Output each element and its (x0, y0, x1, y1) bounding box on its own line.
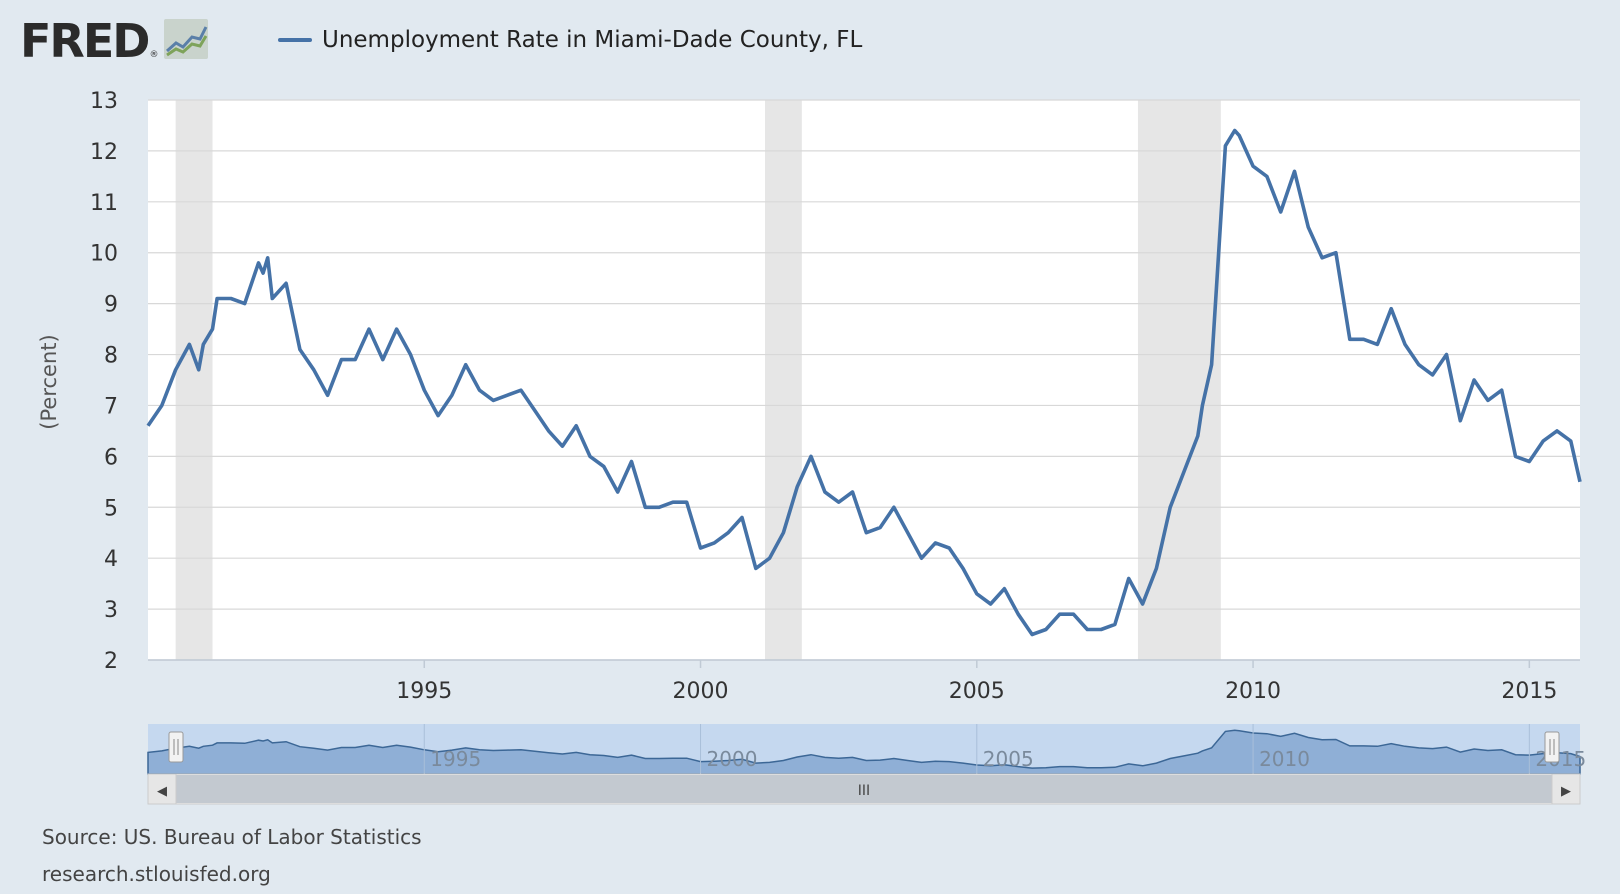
legend-label: Unemployment Rate in Miami-Dade County, … (322, 27, 863, 53)
x-tick-label: 2015 (1501, 679, 1557, 704)
y-tick-label: 4 (104, 547, 118, 572)
chart-legend[interactable]: Unemployment Rate in Miami-Dade County, … (278, 27, 862, 53)
y-tick-label: 8 (104, 344, 118, 369)
y-tick-label: 6 (104, 445, 118, 470)
navigator-tick-label: 1995 (430, 747, 481, 771)
navigator-series (147, 729, 1581, 775)
y-tick-label: 9 (104, 293, 118, 318)
y-tick-label: 2 (104, 649, 118, 674)
plot-background (148, 100, 1580, 660)
scrollbar-grip: III (858, 783, 870, 799)
chart-header: FRED ® Unemployment Rate in Miami-Dade C… (0, 0, 1620, 90)
navigator-tick-label: 2015 (1535, 747, 1586, 771)
x-tick-label: 2000 (673, 679, 729, 704)
navigator-tick-label: 2005 (983, 747, 1034, 771)
recession-band (765, 100, 802, 660)
y-tick-label: 5 (104, 496, 118, 521)
scroll-left-button[interactable] (147, 773, 177, 805)
scrollbar-thumb[interactable] (176, 775, 1552, 803)
scroll-right-button[interactable] (1551, 773, 1581, 805)
recession-band (175, 100, 213, 660)
navigator-tick-label: 2000 (707, 747, 758, 771)
source-note: Source: US. Bureau of Labor Statistics (42, 825, 422, 849)
navigator-handle[interactable] (168, 731, 184, 763)
y-tick-label: 13 (90, 89, 118, 114)
navigator-tick-label: 2010 (1259, 747, 1310, 771)
line-graph-icon (164, 19, 209, 63)
x-tick-label: 1995 (396, 679, 452, 704)
chart-area: 1995 2000 2005 2010 2015 2 3 4 5 6 7 8 9 10 11 12 13 (P… (37, 89, 1586, 805)
legend-swatch (278, 38, 312, 42)
x-tick-label: 2010 (1225, 679, 1281, 704)
series-line[interactable] (146, 128, 1582, 637)
logo-text: FRED (20, 14, 150, 68)
y-tick-label: 11 (90, 191, 118, 216)
y-tick-label: 3 (104, 598, 118, 623)
logo-registered-mark: ® (149, 50, 159, 60)
y-tick-label: 12 (90, 140, 118, 165)
x-tick-label: 2005 (949, 679, 1005, 704)
scroll-left-arrow-icon: ◀ (157, 784, 167, 799)
scroll-right-arrow-icon: ▶ (1561, 784, 1571, 799)
y-axis-label: (Percent) (37, 334, 61, 429)
fred-logo[interactable]: FRED ® (20, 14, 209, 68)
y-tick-label: 7 (104, 394, 118, 419)
source-website[interactable]: research.stlouisfed.org (42, 862, 271, 886)
navigator-handle[interactable] (1544, 731, 1560, 763)
y-tick-label: 10 (90, 242, 118, 267)
